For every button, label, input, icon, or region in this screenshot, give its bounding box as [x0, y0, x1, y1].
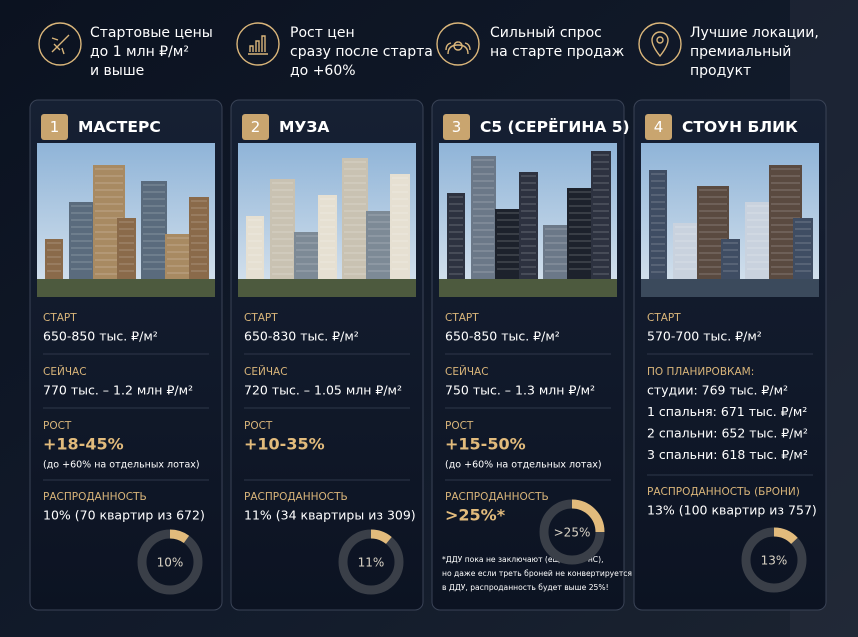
- card-title: МУЗА: [279, 118, 329, 136]
- building: [189, 197, 209, 279]
- section-value: 770 тыс. – 1.2 млн ₽/м²: [43, 383, 193, 398]
- building: [721, 239, 740, 279]
- card-number-box: [242, 114, 269, 140]
- section-label: СТАРТ: [244, 312, 278, 324]
- ground: [641, 279, 819, 297]
- feature-text: до 1 млн ₽/м²: [90, 44, 189, 60]
- ground: [439, 279, 617, 297]
- section-label: СТАРТ: [43, 312, 77, 324]
- building: [69, 202, 94, 279]
- section-value: +15-50%: [445, 435, 526, 454]
- building: [793, 218, 813, 279]
- card-number: 3: [452, 118, 462, 136]
- section-value: +18-45%: [43, 435, 124, 454]
- building: [318, 195, 337, 279]
- section-value: 1 спальня: 671 тыс. ₽/м²: [647, 404, 807, 419]
- building: [141, 181, 167, 279]
- gauge-label: 13%: [761, 554, 788, 568]
- section-value: 570-700 тыс. ₽/м²: [647, 329, 762, 344]
- section-label: СТАРТ: [647, 312, 681, 324]
- card-number-box: [645, 114, 672, 140]
- card-title: МАСТЕРС: [78, 118, 161, 136]
- section-value: 13% (100 квартир из 757): [647, 503, 817, 518]
- building: [117, 218, 136, 279]
- feature-text: Стартовые цены: [90, 25, 213, 41]
- feature-text: на старте продаж: [490, 44, 625, 60]
- building: [519, 172, 538, 279]
- card: 3 С5 (СЕРЁГИНА 5) СТАРТ 650-850 тыс. ₽/м² СЕ…: [431, 99, 632, 611]
- gauge-label: 10%: [157, 556, 184, 570]
- gauge-arc: [169, 529, 190, 544]
- section-value: 11% (34 квартиры из 309): [244, 508, 416, 523]
- gauge-arc: [370, 529, 392, 545]
- card-title: С5 (СЕРЁГИНА 5): [480, 117, 630, 136]
- gauge-label: 11%: [358, 556, 385, 570]
- card: 4 СТОУН БЛИК СТАРТ 570-700 тыс. ₽/м² ПО ПЛАН…: [633, 99, 827, 611]
- footnote: но даже если треть броней не конвертируе…: [442, 569, 632, 578]
- section-value: 650-850 тыс. ₽/м²: [445, 329, 560, 344]
- card: 1 МАСТЕРС СТАРТ 650-850 тыс. ₽/м² СЕЙЧАС 770 …: [29, 99, 223, 611]
- section-value: 10% (70 квартир из 672): [43, 508, 205, 523]
- building: [390, 174, 410, 279]
- building: [649, 170, 667, 279]
- section-value: студии: 769 тыс. ₽/м²: [647, 383, 788, 398]
- section-value: 2 спальни: 652 тыс. ₽/м²: [647, 426, 808, 441]
- building: [270, 179, 295, 279]
- card-number: 2: [251, 118, 261, 136]
- section-value: 650-830 тыс. ₽/м²: [244, 329, 359, 344]
- building: [45, 239, 63, 279]
- section-label: РОСТ: [244, 420, 273, 432]
- gauge-arc: [571, 499, 605, 533]
- ground: [238, 279, 416, 297]
- building: [745, 202, 771, 279]
- card-number: 4: [654, 118, 664, 136]
- card-title: СТОУН БЛИК: [682, 118, 798, 136]
- section-note: (до +60% на отдельных лотах): [445, 460, 602, 471]
- feature-text: Лучшие локации,: [690, 25, 819, 41]
- card: 2 МУЗА СТАРТ 650-830 тыс. ₽/м² СЕЙЧАС 720 тыс…: [230, 99, 424, 611]
- feature-text: сразу после старта: [290, 44, 433, 60]
- feature-text: Рост цен: [290, 25, 355, 41]
- section-label: РАСПРОДАННОСТЬ: [244, 491, 348, 503]
- section-label: РОСТ: [43, 420, 72, 432]
- feature-text: Сильный спрос: [490, 25, 602, 41]
- section-label: СЕЙЧАС: [43, 365, 87, 378]
- section-value: 3 спальни: 618 тыс. ₽/м²: [647, 447, 808, 462]
- footnote: в ДДУ, распроданность будет выше 25%!: [442, 583, 609, 592]
- building: [246, 216, 264, 279]
- card-number-box: [443, 114, 470, 140]
- building: [342, 158, 368, 279]
- building: [673, 223, 698, 279]
- section-value: 650-850 тыс. ₽/м²: [43, 329, 158, 344]
- feature-text: продукт: [690, 63, 751, 79]
- section-note: (до +60% на отдельных лотах): [43, 460, 200, 471]
- section-label: СЕЙЧАС: [244, 365, 288, 378]
- section-value: >25%*: [445, 506, 506, 525]
- feature-text: до +60%: [290, 63, 356, 79]
- section-value: 720 тыс. – 1.05 млн ₽/м²: [244, 383, 402, 398]
- section-value: +10-35%: [244, 435, 325, 454]
- section-label: СЕЙЧАС: [445, 365, 489, 378]
- building: [591, 151, 611, 279]
- ground: [37, 279, 215, 297]
- section-label: РАСПРОДАННОСТЬ (БРОНИ): [647, 486, 800, 498]
- gauge-arc: [773, 527, 798, 545]
- section-value: 750 тыс. – 1.3 млн ₽/м²: [445, 383, 595, 398]
- footnote: *ДДУ пока не заключают (еще нет РнС),: [442, 555, 603, 564]
- feature-text: и выше: [90, 63, 144, 79]
- section-label: РАСПРОДАННОСТЬ: [43, 491, 147, 503]
- building: [471, 156, 496, 279]
- section-label: СТАРТ: [445, 312, 479, 324]
- building: [543, 225, 569, 279]
- section-label: РОСТ: [445, 420, 474, 432]
- section-label: ПО ПЛАНИРОВКАМ:: [647, 366, 754, 378]
- card-number: 1: [50, 118, 60, 136]
- gauge-label: >25%: [554, 526, 591, 540]
- building: [447, 193, 465, 279]
- feature-text: премиальный: [690, 44, 791, 60]
- section-label: РАСПРОДАННОСТЬ: [445, 491, 549, 503]
- icons: [38, 22, 682, 66]
- card-number-box: [41, 114, 68, 140]
